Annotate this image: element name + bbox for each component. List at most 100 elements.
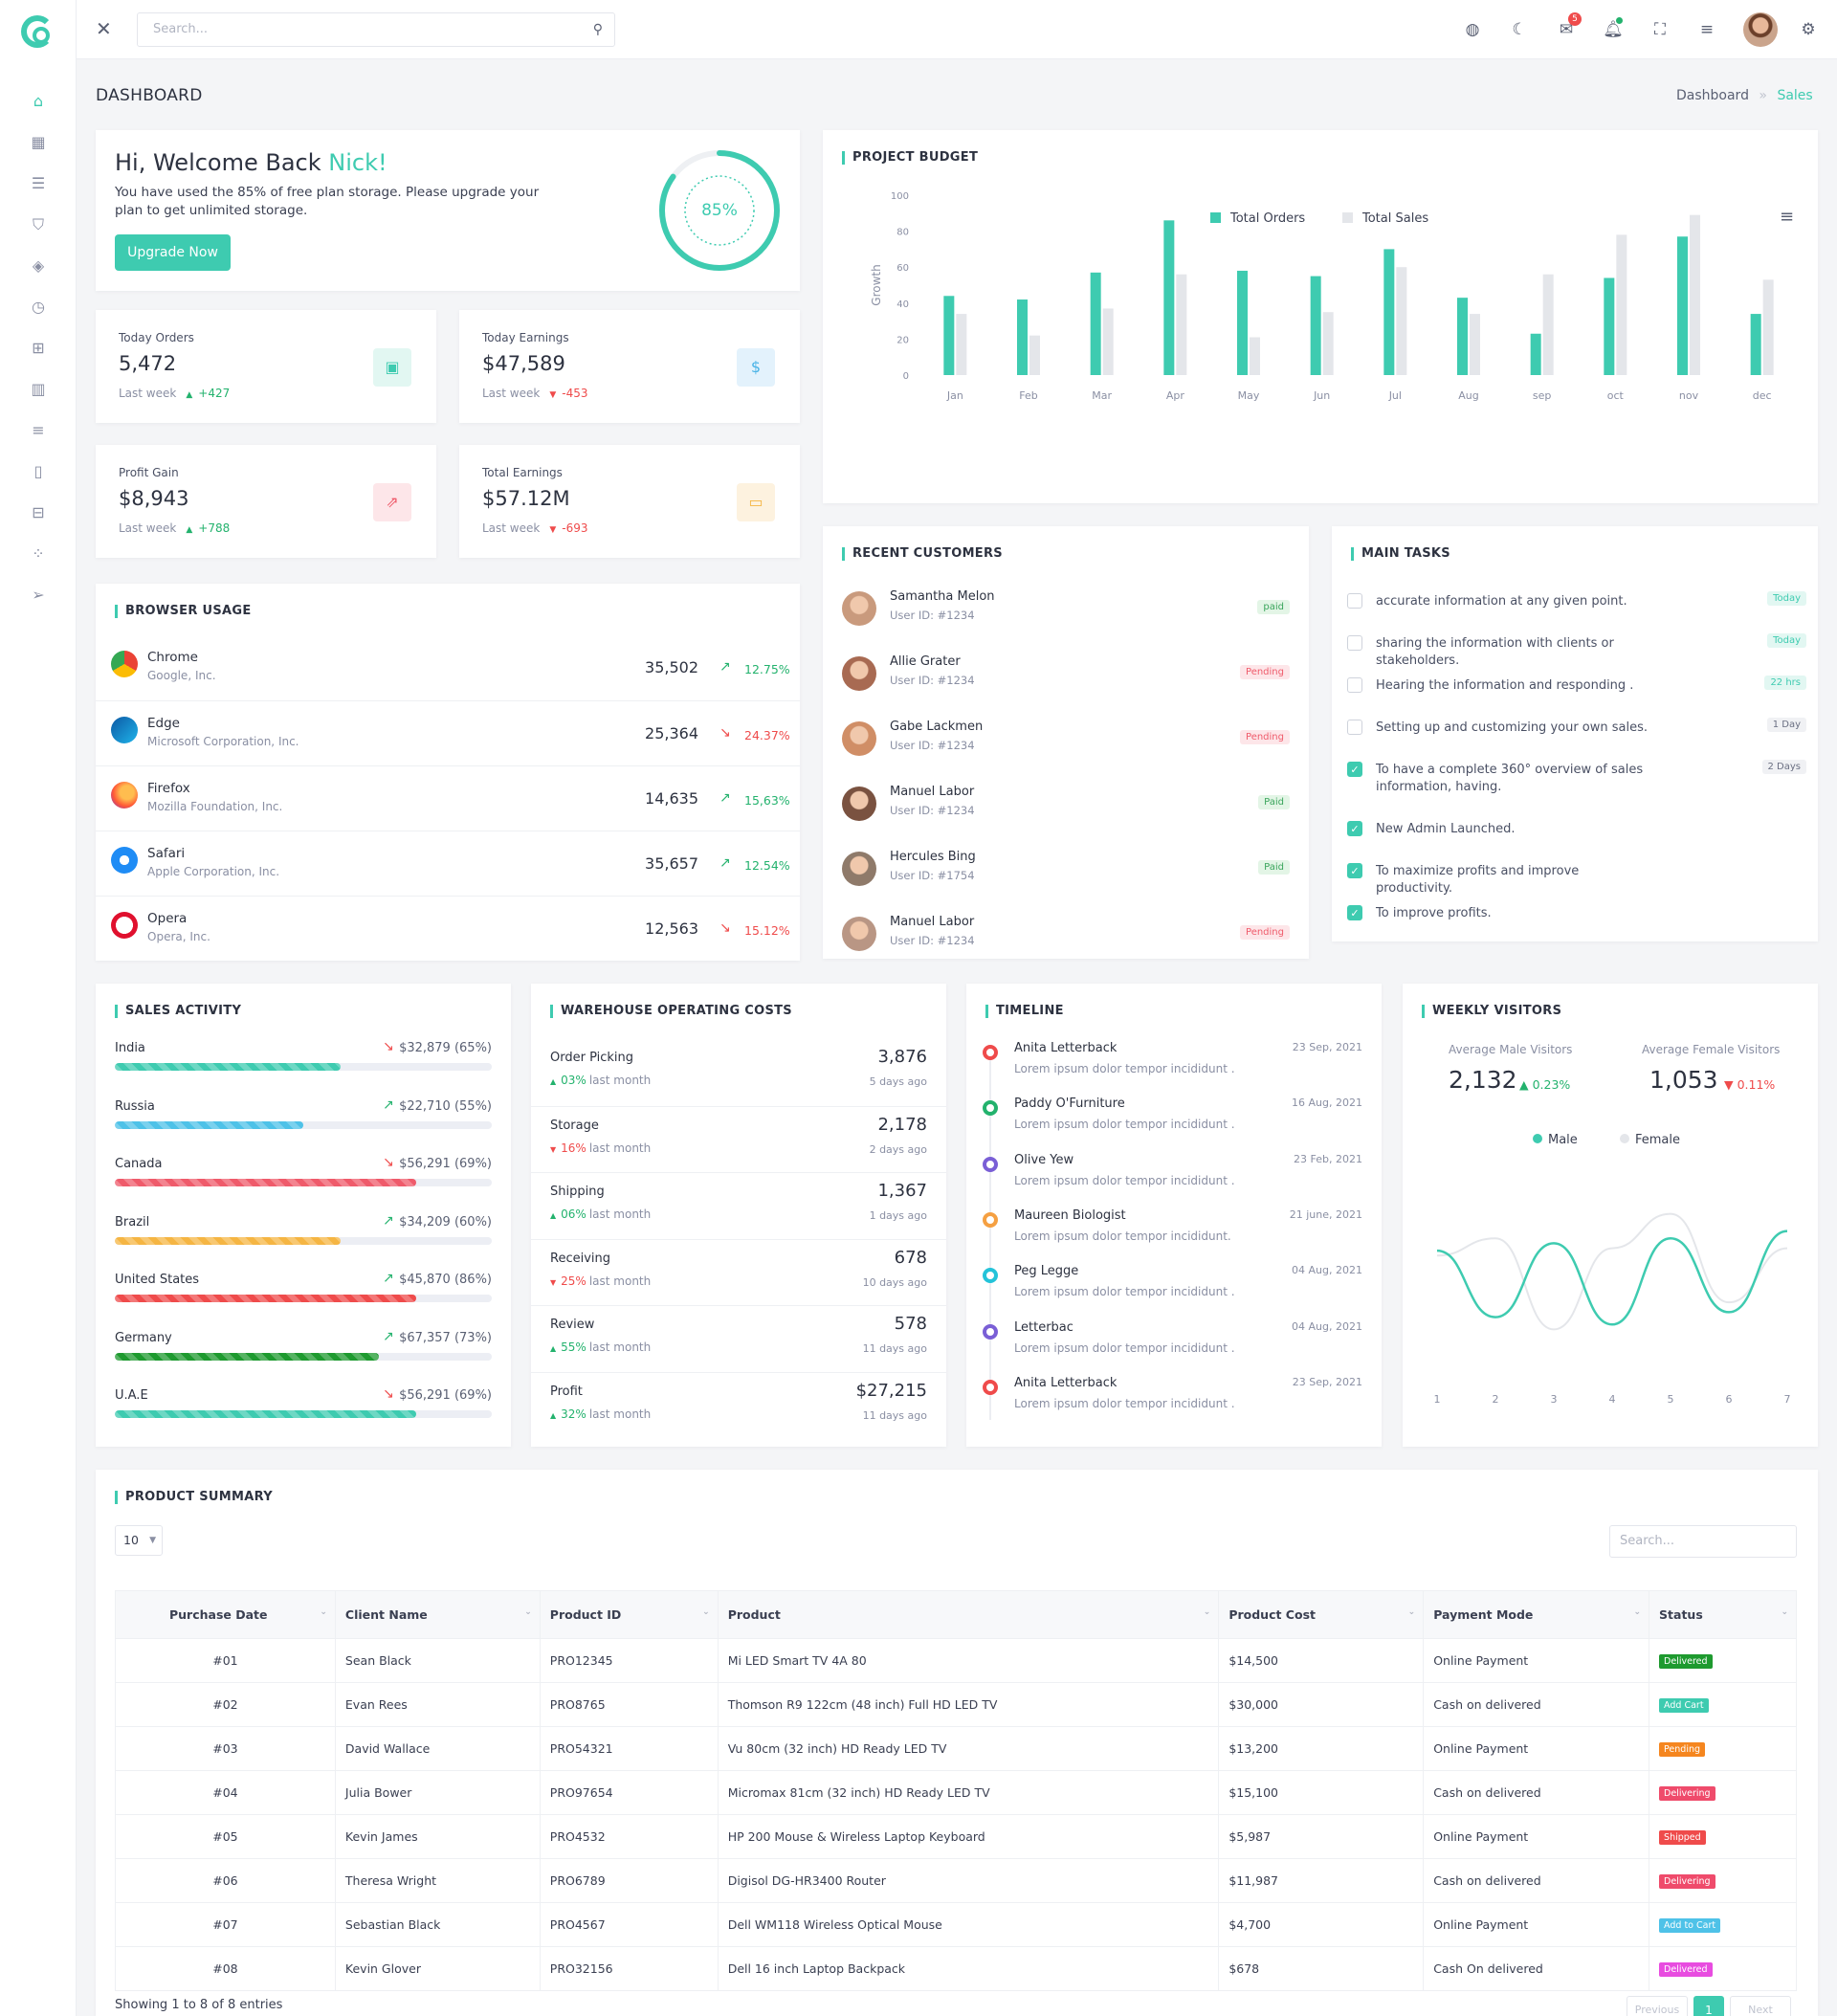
table-footer-info: Showing 1 to 8 of 8 entries: [115, 1998, 283, 2012]
page-title: DASHBOARD: [96, 86, 203, 105]
moon-icon[interactable]: ☾: [1512, 20, 1527, 39]
layers-icon[interactable]: ◈: [32, 256, 45, 275]
customer-id: User ID: #1754: [890, 869, 975, 882]
shield-icon[interactable]: ⛉: [32, 215, 44, 233]
column-header-label: Client Name: [344, 1607, 428, 1622]
mail-icon[interactable]: ✉ 5: [1556, 12, 1582, 40]
list-icon[interactable]: ≡: [1699, 20, 1715, 39]
menu-icon[interactable]: ≡: [32, 421, 45, 439]
gear-icon[interactable]: ⚙: [1801, 20, 1816, 39]
bar-total-sales: [956, 314, 967, 375]
globe-icon[interactable]: ◍: [1465, 20, 1480, 39]
warehouse-card: WAREHOUSE OPERATING COSTS Order Picking ▲…: [531, 984, 946, 1447]
safari-logo-icon: [111, 847, 138, 874]
brand-logo[interactable]: [21, 15, 54, 48]
stat-week: Last week ▲ +788: [119, 521, 230, 535]
table-cell-client: David Wallace: [334, 1726, 541, 1771]
column-header[interactable]: Product Cost ⌄: [1218, 1590, 1425, 1639]
fullscreen-icon[interactable]: ⛶: [1654, 20, 1666, 39]
warehouse-row: Storage ▼ 16% last month 2,178 2 days ago: [531, 1105, 946, 1172]
page-size-select[interactable]: 10 ▼: [115, 1525, 163, 1556]
up-arrow-icon: ▲: [550, 1410, 557, 1420]
progress-bar: [115, 1063, 342, 1071]
task-checkbox[interactable]: ✓: [1347, 821, 1362, 836]
up-arrow-icon: ▲: [550, 1077, 557, 1086]
column-header[interactable]: Purchase Date ⌄: [115, 1590, 336, 1639]
task-text: To maximize profits and improve producti…: [1376, 864, 1580, 896]
sort-icon[interactable]: ⌄: [1633, 1607, 1642, 1617]
recent-customers-title: RECENT CUSTOMERS: [842, 547, 1003, 561]
timeline-date: 21 june, 2021: [1289, 1207, 1362, 1221]
chart-menu-icon[interactable]: ≡: [1780, 207, 1795, 227]
column-header-label: Status: [1659, 1607, 1703, 1622]
trend-down-icon: ↘: [383, 1155, 394, 1170]
column-header[interactable]: Payment Mode ⌄: [1423, 1590, 1650, 1639]
customer-row: Gabe Lackmen User ID: #1234 Pending: [823, 716, 1309, 773]
task-checkbox[interactable]: [1347, 635, 1362, 651]
trend-down-icon: ↘: [719, 725, 731, 741]
avatar[interactable]: [1743, 12, 1778, 47]
down-arrow-icon: ▼: [550, 1277, 557, 1287]
task-checkbox[interactable]: ✓: [1347, 863, 1362, 878]
trend-up-icon: ↗: [719, 855, 731, 871]
down-arrow-icon: ▼: [549, 525, 557, 535]
y-tick-label: 100: [891, 191, 909, 202]
send-icon[interactable]: ➢: [32, 586, 45, 604]
stat-change: +427: [198, 387, 231, 400]
column-header[interactable]: Client Name ⌄: [334, 1590, 541, 1639]
sort-icon[interactable]: ⌄: [1407, 1607, 1416, 1617]
table-search-input[interactable]: Search...: [1609, 1525, 1797, 1558]
column-header[interactable]: Product ID ⌄: [539, 1590, 719, 1639]
sort-icon[interactable]: ⌄: [1781, 1607, 1788, 1617]
search-icon[interactable]: ⚲: [592, 22, 603, 37]
x-tick-label: Jul: [1388, 389, 1402, 402]
stat-card: Total Earnings $57.12M Last week ▼ -693 ▭: [459, 445, 800, 558]
task-badge: 2 Days: [1761, 760, 1806, 774]
status-badge: Add to Cart: [1659, 1918, 1721, 1933]
breadcrumb-dashboard[interactable]: Dashboard: [1676, 88, 1749, 103]
bar-total-sales: [1470, 314, 1480, 375]
country-sales-value: $45,870 (86%): [399, 1273, 492, 1287]
database-icon[interactable]: ☰: [31, 174, 46, 192]
bell-icon[interactable]: 🔔︎: [1603, 17, 1624, 40]
x-tick-label: 5: [1668, 1393, 1674, 1406]
sort-icon[interactable]: ⌄: [320, 1607, 327, 1617]
layout-icon[interactable]: ⊟: [32, 503, 45, 521]
column-header[interactable]: Product ⌄: [717, 1590, 1220, 1639]
alarm-icon[interactable]: ◷: [32, 298, 45, 316]
customer-avatar: [842, 591, 876, 626]
sort-icon[interactable]: ⌄: [702, 1607, 710, 1617]
table-cell-mode: Cash on delivered: [1423, 1770, 1650, 1815]
task-text: accurate information at any given point.: [1376, 594, 1627, 609]
home-icon[interactable]: ⌂: [33, 92, 44, 110]
country-name: Canada: [115, 1157, 163, 1171]
customer-name: Gabe Lackmen: [890, 720, 984, 734]
task-checkbox[interactable]: [1347, 677, 1362, 693]
pagination-page-1[interactable]: 1: [1693, 1996, 1724, 2016]
pagination-previous[interactable]: Previous: [1627, 1996, 1688, 2016]
bar-chart-icon[interactable]: ▥: [31, 380, 46, 398]
gift-icon[interactable]: ⊞: [32, 339, 45, 357]
male-change-value: 0.23%: [1532, 1077, 1571, 1092]
apps-icon[interactable]: ⁘: [32, 544, 45, 563]
sort-icon[interactable]: ⌄: [1203, 1607, 1211, 1617]
column-header[interactable]: Status ⌄: [1649, 1590, 1797, 1639]
pagination-next[interactable]: Next: [1730, 1996, 1791, 2016]
x-tick-label: Jun: [1313, 389, 1330, 402]
task-checkbox[interactable]: ✓: [1347, 905, 1362, 920]
task-checkbox[interactable]: [1347, 720, 1362, 735]
x-tick-label: Aug: [1458, 389, 1478, 402]
file-icon[interactable]: ▯: [33, 462, 43, 480]
grid-icon[interactable]: ▦: [31, 133, 46, 151]
search-input[interactable]: Search... ⚲: [137, 12, 615, 47]
browser-name: Opera: [147, 911, 188, 926]
sort-icon[interactable]: ⌄: [524, 1607, 532, 1617]
task-checkbox[interactable]: ✓: [1347, 762, 1362, 777]
task-checkbox[interactable]: [1347, 593, 1362, 609]
bar-total-sales: [1616, 234, 1627, 375]
upgrade-button[interactable]: Upgrade Now: [115, 234, 231, 271]
progress-bar: [115, 1120, 303, 1129]
browser-usage-title: BROWSER USAGE: [115, 605, 252, 618]
stat-week: Last week ▲ +427: [119, 387, 230, 400]
close-icon[interactable]: ✕: [96, 17, 112, 40]
